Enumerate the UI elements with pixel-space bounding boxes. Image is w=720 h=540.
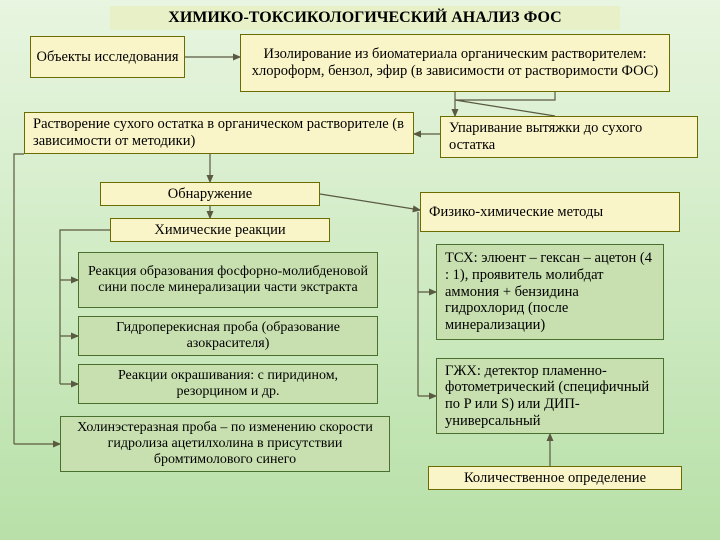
node-tlc: ТСХ: элюент – гексан – ацетон (4 : 1), п… <box>436 244 664 340</box>
node-phosmol: Реакция образования фосфорно-молибденово… <box>78 252 378 308</box>
node-objects: Объекты исследования <box>30 36 185 78</box>
node-chemreact: Химические реакции <box>110 218 330 242</box>
node-evaporate: Упаривание вытяжки до сухого остатка <box>440 116 698 158</box>
diagram-title: ХИМИКО-ТОКСИКОЛОГИЧЕСКИЙ АНАЛИЗ ФОС <box>110 6 620 30</box>
node-hydroperox: Гидроперекисная проба (образование азокр… <box>78 316 378 356</box>
node-dissolve: Растворение сухого остатка в органическо… <box>24 112 414 154</box>
node-gc: ГЖХ: детектор пламенно-фотометрический (… <box>436 358 664 434</box>
node-cholin: Холинэстеразная проба – по изменению ско… <box>60 416 390 472</box>
node-coloring: Реакции окрашивания: с пиридином, резорц… <box>78 364 378 404</box>
node-detection: Обнаружение <box>100 182 320 206</box>
edge <box>320 194 420 210</box>
node-physchem: Физико-химические методы <box>420 192 680 232</box>
node-quant: Количественное определение <box>428 466 682 490</box>
edge <box>455 92 555 116</box>
edge <box>14 154 24 444</box>
node-isolation: Изолирование из биоматериала органически… <box>240 34 670 92</box>
